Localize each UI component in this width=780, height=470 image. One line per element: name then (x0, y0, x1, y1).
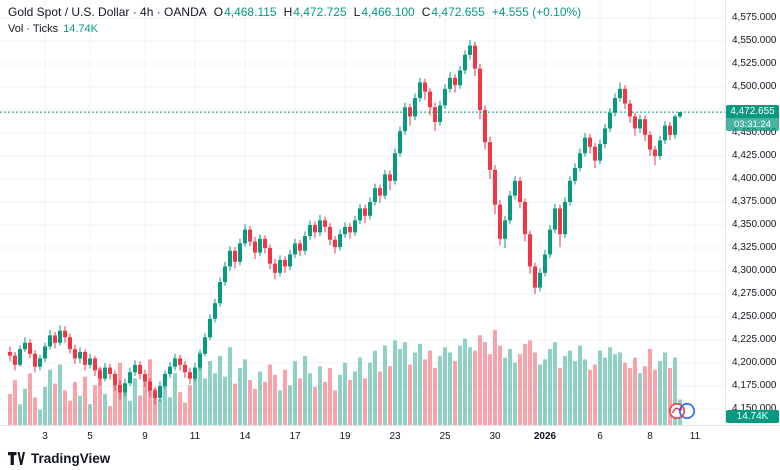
symbol-title[interactable]: Gold Spot / U.S. Dollar · 4h · OANDA (8, 5, 207, 19)
chart-legend: Gold Spot / U.S. Dollar · 4h · OANDA O 4,… (8, 5, 581, 35)
time-axis[interactable]: 3 5 9 11 14 17 19 23 25 30 2026 6 8 11 (0, 425, 780, 448)
last-price-badge: 4,472.655 03:31:24 (726, 105, 779, 132)
price-tick-label: 4,575.000 (732, 12, 777, 23)
price-change: +4.555 (+0.10%) (491, 5, 582, 19)
price-tick-label: 4,525.000 (732, 58, 777, 69)
price-tick-label: 4,175.000 (732, 380, 777, 391)
time-tick-label: 9 (142, 431, 148, 442)
time-tick-label: 6 (597, 431, 603, 442)
price-axis[interactable]: 4,575.000 4,550.000 4,525.000 4,500.000 4,47… (725, 0, 780, 425)
tradingview-logo-text: TradingView (31, 451, 111, 466)
price-tick-label: 4,200.000 (732, 357, 777, 368)
price-tick-label: 4,425.000 (732, 150, 777, 161)
time-tick-label: 11 (189, 431, 201, 442)
volume-row: Vol · Ticks 14.74K (8, 23, 581, 35)
time-tick-label: 5 (87, 431, 93, 442)
event-marker-icon[interactable] (668, 402, 696, 425)
time-tick-label: 8 (647, 431, 653, 442)
price-tick-label: 4,550.000 (732, 35, 777, 46)
last-price-label: 4,472.655 (726, 105, 779, 119)
price-tick-label: 4,225.000 (732, 334, 777, 345)
tradingview-logo[interactable]: TradingView (8, 451, 110, 466)
price-tick-label: 4,275.000 (732, 288, 777, 299)
time-tick-label: 25 (439, 431, 451, 442)
volume-label[interactable]: Vol · Ticks (8, 23, 59, 35)
volume-layer (8, 330, 682, 425)
price-tick-label: 4,400.000 (732, 173, 777, 184)
ohlc-open: O 4,468.115 (213, 5, 277, 19)
time-tick-label: 19 (339, 431, 351, 442)
price-tick-label: 4,250.000 (732, 311, 777, 322)
ohlc-close: C 4,472.655 (421, 5, 485, 19)
volume-badge: 14.74K (726, 410, 779, 423)
time-tick-label: 2026 (533, 431, 557, 442)
time-tick-label: 3 (42, 431, 48, 442)
time-tick-label: 14 (239, 431, 251, 442)
bar-countdown: 03:31:24 (726, 118, 779, 132)
time-tick-label: 30 (489, 431, 501, 442)
price-tick-label: 4,450.000 (732, 127, 777, 138)
ohlc-high: H 4,472.725 (283, 5, 347, 19)
price-tick-label: 4,500.000 (732, 81, 777, 92)
ohlc-low: L 4,466.100 (353, 5, 415, 19)
price-tick-label: 4,325.000 (732, 242, 777, 253)
price-tick-label: 4,375.000 (732, 196, 777, 207)
time-tick-label: 23 (389, 431, 401, 442)
time-tick-label: 17 (289, 431, 301, 442)
price-tick-label: 4,300.000 (732, 265, 777, 276)
volume-value: 14.74K (63, 23, 98, 35)
tradingview-logo-icon (8, 451, 25, 465)
grid-layer (0, 0, 725, 425)
candles-layer (8, 40, 682, 405)
price-tick-label: 4,150.000 (732, 403, 777, 414)
symbol-row: Gold Spot / U.S. Dollar · 4h · OANDA O 4,… (8, 5, 581, 19)
time-tick-label: 11 (689, 431, 701, 442)
price-tick-label: 4,350.000 (732, 219, 777, 230)
price-chart-canvas[interactable] (0, 0, 780, 447)
